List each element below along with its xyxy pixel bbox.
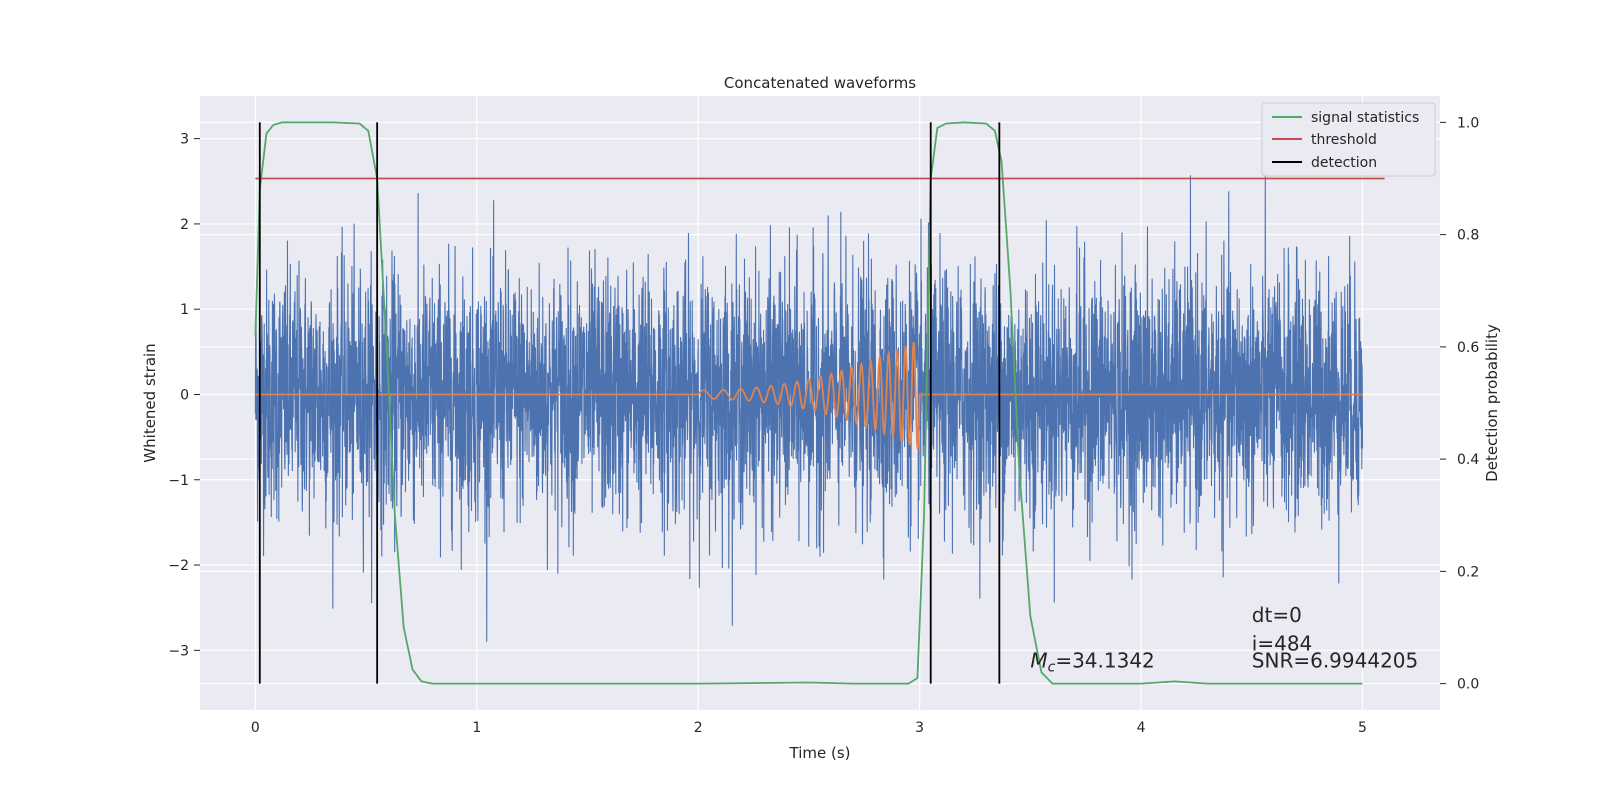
legend-label-signal-statistics: signal statistics	[1311, 110, 1419, 126]
legend-label-detection: detection	[1311, 155, 1377, 171]
y2-tick-label: 1.0	[1457, 115, 1479, 131]
y-tick-label: 3	[180, 132, 189, 148]
detection-layer	[258, 122, 1001, 684]
annotation-text: dt=0	[1252, 603, 1302, 627]
x-tick-label: 4	[1137, 720, 1146, 736]
y2-tick-label: 0.8	[1457, 228, 1479, 244]
x-tick-label: 1	[472, 720, 481, 736]
tick-labels: 0 1 2 3 4 5 −3 −2 −1 0 1 2 3 0.0 0.2 0.4 0.6 0.8 1.0	[168, 115, 1479, 736]
series-layer	[254, 121, 1385, 685]
y-tick-label: −2	[168, 558, 189, 574]
legend: signal statistics threshold detection	[1261, 102, 1436, 177]
x-tick-label: 0	[251, 720, 260, 736]
y2-tick-label: 0.6	[1457, 340, 1479, 356]
chart-title: Concatenated waveforms	[724, 74, 916, 92]
y2-axis-label: Detection probability	[1483, 324, 1501, 482]
y-tick-label: −3	[168, 643, 189, 659]
legend-label-threshold: threshold	[1311, 132, 1377, 148]
x-tick-label: 3	[915, 720, 924, 736]
x-tick-label: 2	[694, 720, 703, 736]
annotation-text: SNR=6.9944205	[1252, 648, 1418, 672]
y-tick-label: 1	[180, 302, 189, 318]
signal-statistics-line	[254, 121, 1363, 685]
x-tick-label: 5	[1358, 720, 1367, 736]
annotation-text: i=484	[1252, 631, 1313, 655]
template-line	[255, 341, 1363, 452]
y-tick-label: 0	[180, 387, 189, 403]
y2-tick-label: 0.4	[1457, 452, 1479, 468]
y-tick-label: 2	[180, 217, 189, 233]
y2-tick-label: 0.0	[1457, 677, 1479, 693]
strain-line	[254, 173, 1364, 642]
x-axis-label: Time (s)	[789, 744, 851, 762]
legend-box	[1261, 102, 1436, 177]
annotation-text: Mc=34.1342	[1030, 648, 1154, 675]
y-tick-label: −1	[168, 473, 189, 489]
annotations: dt=0 i=484 Mc=34.1342 SNR=6.9944205	[1030, 603, 1418, 675]
y-axis-label: Whitened strain	[141, 343, 159, 462]
y2-tick-label: 0.2	[1457, 564, 1479, 580]
